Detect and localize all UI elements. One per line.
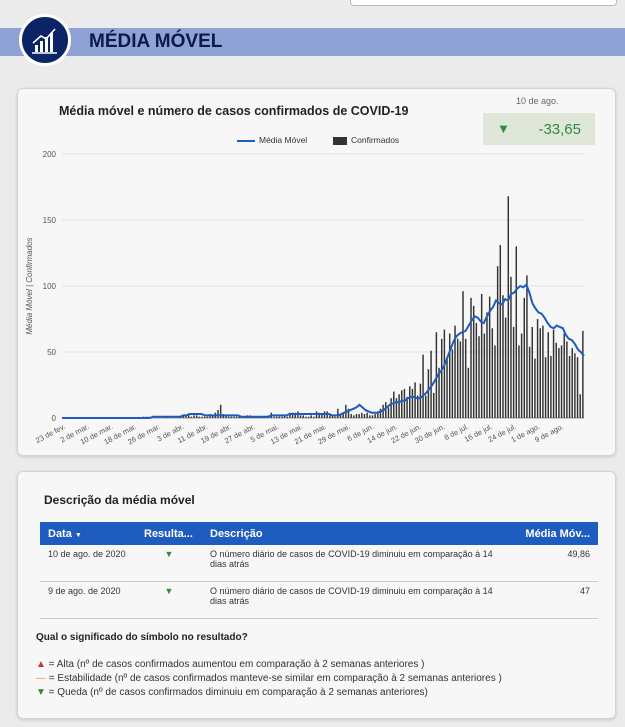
section-banner [0, 28, 625, 56]
up-triangle-icon: ▲ [36, 659, 46, 670]
row-description: O número diário de casos de COVID-19 dim… [202, 581, 518, 619]
row-date: 9 de ago. de 2020 [40, 581, 136, 619]
column-label: Data [48, 527, 72, 540]
table-row: 9 de ago. de 2020 ▼ O número diário de c… [40, 581, 598, 619]
column-header-result[interactable]: Resulta... [136, 522, 202, 545]
description-title: Descrição da média móvel [44, 493, 195, 507]
row-average: 47 [517, 581, 598, 619]
chart-title: Média móvel e número de casos confirmado… [59, 104, 409, 118]
table-header-row: Data ▼ Resulta... Descrição Média Móv... [40, 522, 598, 545]
section-badge [19, 14, 71, 66]
result-down-icon: ▼ [136, 581, 202, 619]
legend-text: = Alta (nº de casos confirmados aumentou… [45, 659, 425, 670]
symbol-question: Qual o significado do símbolo no resulta… [36, 632, 248, 643]
table-row: 10 de ago. de 2020 ▼ O número diário de … [40, 545, 598, 582]
previous-card-edge [350, 0, 617, 6]
kpi-date: 10 de ago. [516, 96, 559, 106]
row-average: 49,86 [517, 545, 598, 582]
kpi-box: ▼ -33,65 [483, 113, 595, 145]
column-header-date[interactable]: Data ▼ [40, 522, 136, 545]
result-down-icon: ▼ [136, 545, 202, 582]
bar-chart-growth-icon [32, 28, 57, 54]
legend-stable: — = Estabilidade (nº de casos confirmado… [36, 673, 502, 684]
section-title: MÉDIA MÓVEL [89, 31, 223, 52]
legend-text: = Estabilidade (nº de casos confirmados … [46, 673, 502, 684]
legend-label: Confirmados [351, 135, 400, 145]
kpi-value: -33,65 [538, 121, 581, 138]
legend-moving-average: Média Móvel [237, 135, 307, 145]
row-description: O número diário de casos de COVID-19 dim… [202, 545, 518, 582]
down-triangle-icon: ▼ [36, 687, 46, 698]
dash-icon: — [36, 673, 46, 684]
legend-up: ▲ = Alta (nº de casos confirmados aument… [36, 659, 424, 670]
sort-desc-icon[interactable]: ▼ [74, 531, 82, 539]
column-header-average[interactable]: Média Móv... [517, 522, 598, 545]
legend-down: ▼ = Queda (nº de casos confirmados dimin… [36, 687, 428, 698]
legend-confirmed: Confirmados [333, 135, 399, 145]
legend-label: Média Móvel [259, 135, 308, 145]
legend-text: = Queda (nº de casos confirmados diminui… [45, 687, 428, 698]
column-header-description[interactable]: Descrição [202, 522, 518, 545]
down-arrow-icon: ▼ [497, 121, 510, 136]
row-date: 10 de ago. de 2020 [40, 545, 136, 582]
description-table: Data ▼ Resulta... Descrição Média Móv...… [40, 522, 598, 619]
